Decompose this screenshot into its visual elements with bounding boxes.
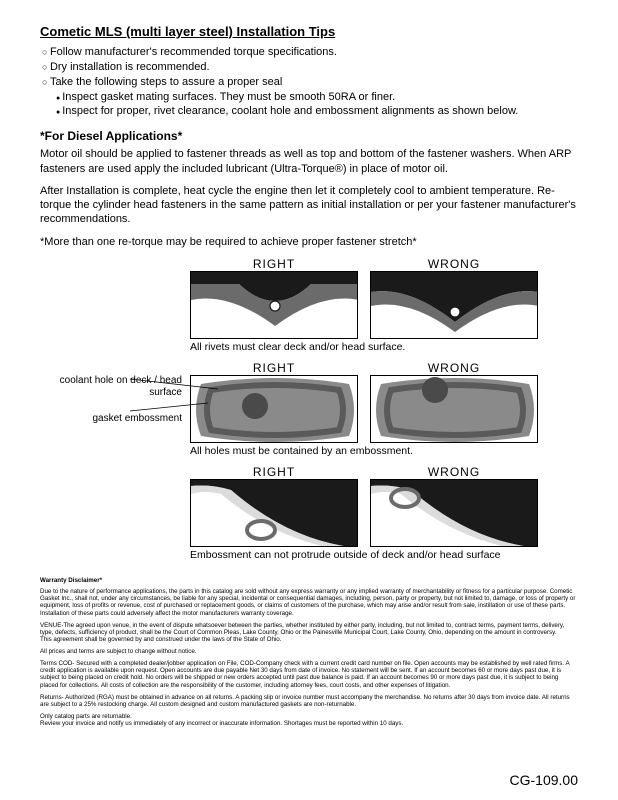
panel-head-right: RIGHT (190, 465, 358, 479)
warranty-disclaimer: Warranty Disclaimer* Due to the nature o… (40, 577, 578, 727)
bullet-item: Take the following steps to assure a pro… (42, 75, 578, 90)
panel-right-3: RIGHT (190, 465, 358, 547)
diesel-para-3: *More than one re-torque may be required… (40, 235, 578, 249)
figures: RIGHT WRONG (40, 257, 578, 561)
page-code: CG-109.00 (510, 772, 578, 788)
panel-head-right: RIGHT (190, 361, 358, 375)
disclaimer-p: VENUE-The agreed upon venue, in the even… (40, 622, 578, 643)
panel-wrong-1: WRONG (370, 257, 538, 339)
bullet-item: Dry installation is recommended. (42, 60, 578, 75)
panel-right-2: RIGHT (190, 361, 358, 443)
page-title: Cometic MLS (multi layer steel) Installa… (40, 24, 578, 39)
rivet-wrong-icon (371, 272, 538, 339)
disclaimer-p: Only catalog parts are returnable.Review… (40, 713, 578, 727)
disclaimer-heading: Warranty Disclaimer* (40, 577, 578, 584)
panel-wrong-3: WRONG (370, 465, 538, 547)
figure-row-protrude: RIGHT WRONG (40, 465, 578, 547)
protrude-wrong-icon (371, 480, 538, 547)
panel-head-wrong: WRONG (370, 465, 538, 479)
bullet-item: Follow manufacturer's recommended torque… (42, 45, 578, 60)
panel-head-wrong: WRONG (370, 257, 538, 271)
bullet-subitem: Inspect gasket mating surfaces. They mus… (56, 90, 578, 105)
disclaimer-p: Terms COD- Secured with a completed deal… (40, 660, 578, 689)
label-coolant: coolant hole on deck / head surface (40, 375, 182, 399)
hole-right-icon (191, 376, 358, 443)
label-emboss: gasket embossment (40, 413, 182, 425)
hole-wrong-icon (371, 376, 538, 443)
bullet-list: Follow manufacturer's recommended torque… (42, 45, 578, 119)
disclaimer-p: Returns- Authorized (RGA) must be obtain… (40, 694, 578, 708)
caption-3: Embossment can not protrude outside of d… (190, 549, 538, 561)
panel-wrong-2: WRONG (370, 361, 538, 443)
diesel-para-2: After Installation is complete, heat cyc… (40, 184, 578, 227)
rivet-right-icon (191, 272, 358, 339)
caption-1: All rivets must clear deck and/or head s… (190, 341, 538, 353)
panel-right-1: RIGHT (190, 257, 358, 339)
diesel-heading: *For Diesel Applications* (40, 129, 578, 143)
disclaimer-p: All prices and terms are subject to chan… (40, 648, 578, 655)
bullet-subitem: Inspect for proper, rivet clearance, coo… (56, 104, 578, 119)
panel-head-right: RIGHT (190, 257, 358, 271)
figure-row-holes: coolant hole on deck / head surface gask… (40, 361, 578, 443)
diesel-para-1: Motor oil should be applied to fastener … (40, 147, 578, 176)
disclaimer-p: Due to the nature of performance applica… (40, 588, 578, 617)
caption-2: All holes must be contained by an emboss… (190, 445, 538, 457)
panel-head-wrong: WRONG (370, 361, 538, 375)
protrude-right-icon (191, 480, 358, 547)
figure-row-rivets: RIGHT WRONG (40, 257, 578, 339)
